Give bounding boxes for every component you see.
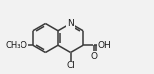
Text: O: O (91, 52, 97, 61)
Text: O: O (20, 41, 27, 50)
Text: OH: OH (97, 41, 111, 50)
Text: CH₃: CH₃ (5, 41, 21, 50)
Text: Cl: Cl (66, 61, 75, 70)
Text: N: N (67, 19, 74, 28)
